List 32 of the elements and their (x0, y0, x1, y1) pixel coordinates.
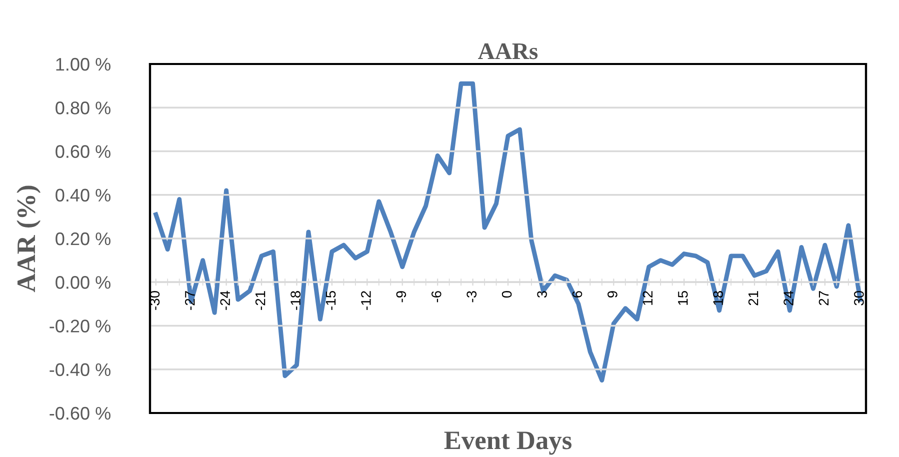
y-tick-label: 1.00 % (56, 58, 110, 71)
x-tick-label: 6 (572, 291, 582, 298)
x-tick-label: -24 (220, 290, 230, 310)
y-tick-label: -0.20 % (50, 320, 110, 332)
x-tick-label: 15 (678, 291, 688, 305)
x-axis-title: Event Days (444, 432, 572, 455)
y-tick-label: 0.00 % (56, 276, 110, 289)
x-tick-label: -9 (396, 291, 406, 302)
x-tick-label: 27 (818, 291, 829, 306)
x-tick-label: 0 (502, 291, 512, 298)
x-tick-label: -15 (326, 291, 336, 310)
x-tick-label: -27 (184, 291, 195, 310)
y-tick-label: -0.40 % (50, 363, 110, 376)
y-tick-label: 0.60 % (56, 145, 110, 158)
x-tick-label: -6 (431, 291, 442, 302)
x-tick-label: 21 (748, 291, 758, 306)
x-tick-label: -21 (255, 291, 266, 310)
y-axis-title: AAR (%) (16, 186, 41, 292)
x-tick-label: -18 (290, 291, 300, 310)
x-tick-label: 24 (784, 290, 794, 306)
x-tick-label: 12 (642, 291, 652, 305)
x-tick-label: 9 (608, 291, 618, 298)
y-tick-label: 0.40 % (56, 188, 110, 202)
x-tick-label: 30 (854, 291, 864, 306)
y-tick-label: 0.20 % (56, 232, 110, 246)
y-tick-label: 0.80 % (56, 102, 110, 114)
x-tick-label: 18 (713, 291, 724, 305)
x-tick-label: -3 (466, 291, 477, 302)
x-tick-label: 3 (537, 291, 547, 298)
y-tick-label: -0.60 % (50, 406, 110, 420)
chart-title: AARs (478, 43, 538, 60)
x-tick-label: -12 (361, 291, 371, 310)
